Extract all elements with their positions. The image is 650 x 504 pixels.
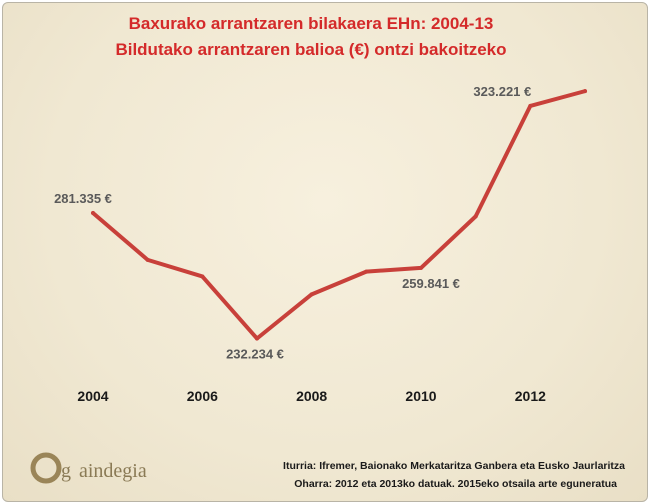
source-note: Iturria: Ifremer, Baionako Merkataritza … — [283, 460, 625, 472]
data-point — [200, 274, 205, 279]
data-point — [419, 265, 423, 270]
data-point — [91, 210, 95, 215]
x-tick-label: 2004 — [77, 388, 108, 404]
logo-text: aindegia — [79, 460, 147, 482]
data-point — [255, 336, 259, 341]
data-label: 281.335 € — [54, 191, 112, 206]
chart-title: Baxurako arrantzaren bilakaera EHn: 2004… — [129, 14, 494, 33]
x-tick-label: 2008 — [296, 388, 327, 404]
chart-subtitle: Bildutako arrantzaren balioa (€) ontzi b… — [115, 40, 506, 59]
data-label: 259.841 € — [402, 276, 460, 291]
x-tick-label: 2012 — [515, 388, 546, 404]
plot-area — [91, 89, 587, 341]
line-chart: Baxurako arrantzaren bilakaera EHn: 2004… — [30, 14, 625, 490]
data-label: 323.221 € — [473, 84, 531, 99]
x-tick-label: 2006 — [187, 388, 218, 404]
data-point — [145, 257, 150, 262]
data-point — [309, 292, 314, 297]
data-point — [364, 269, 369, 274]
data-label: 232.234 € — [226, 347, 284, 362]
logo: g aindegia — [30, 452, 147, 484]
logo-ring-icon — [30, 452, 62, 484]
data-point — [583, 89, 587, 94]
data-labels: 281.335 € 232.234 € 259.841 € 323.221 € — [54, 84, 531, 362]
series-line — [91, 89, 587, 341]
data-point — [528, 103, 533, 108]
footnote: Oharra: 2012 eta 2013ko datuak. 2015eko … — [294, 478, 617, 490]
x-tick-label: 2010 — [405, 388, 436, 404]
data-point — [473, 214, 478, 219]
x-axis-ticks: 2004 2006 2008 2010 2012 — [77, 388, 546, 404]
logo-letter: g — [61, 460, 71, 482]
